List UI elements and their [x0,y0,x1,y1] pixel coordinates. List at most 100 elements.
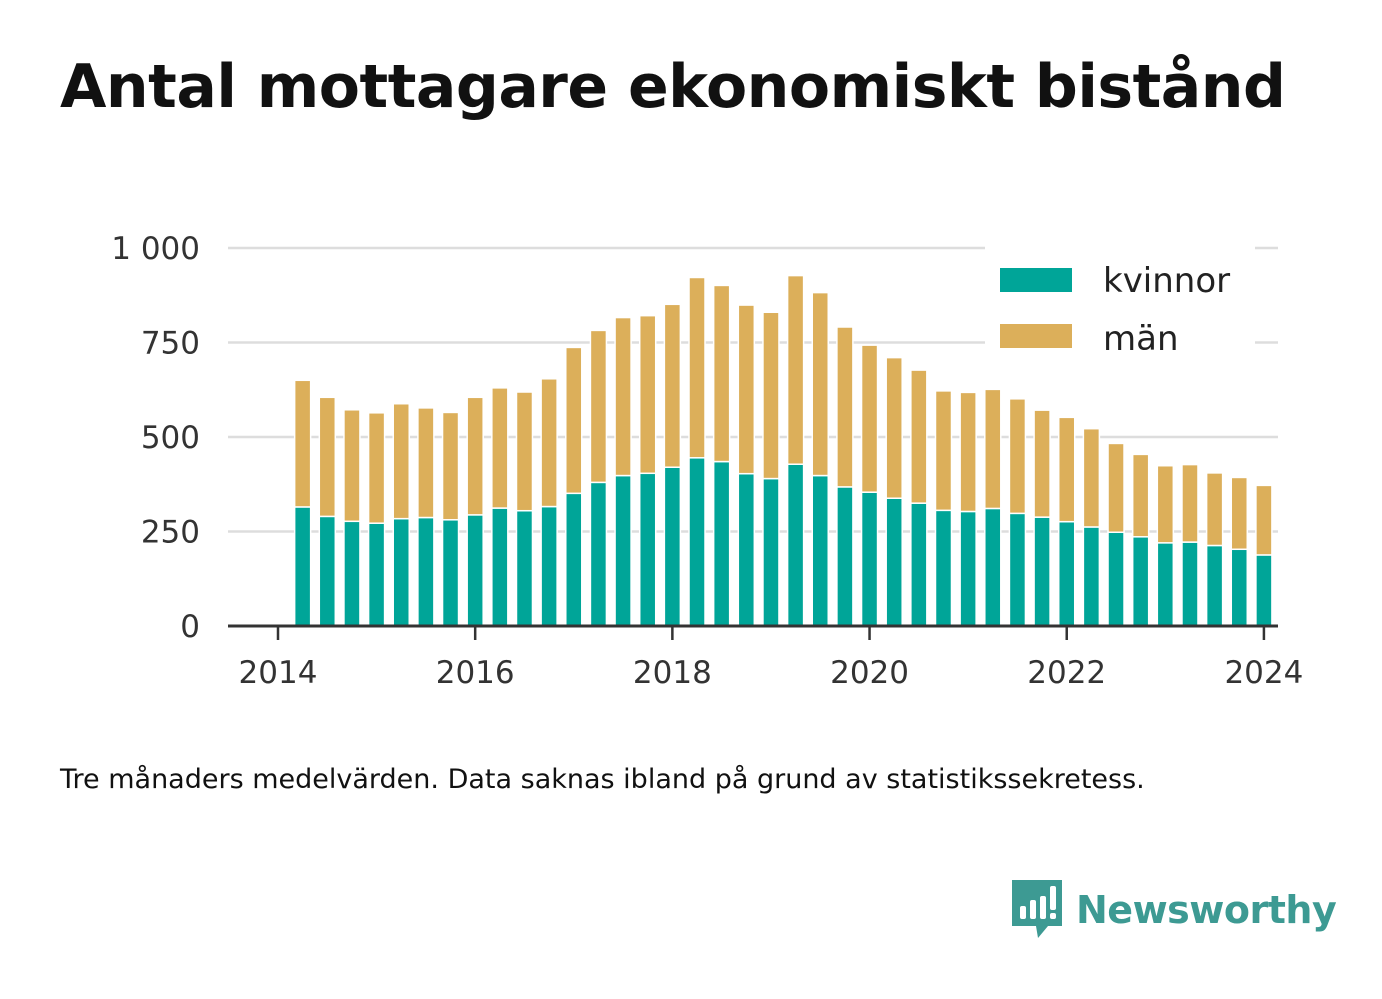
bar-kvinnor [1107,531,1125,627]
x-tick-label: 2024 [1224,655,1303,691]
bar-kvinnor [663,466,682,627]
bar-kvinnor [1156,542,1175,627]
y-tick-label: 1 000 [111,231,200,267]
bar-kvinnor [614,474,632,627]
bar-man [688,276,706,459]
bar-man [367,412,386,524]
legend: kvinnor män [985,246,1255,359]
bar-kvinnor [318,515,337,627]
bar-kvinnor [786,463,805,627]
bar-man [491,387,509,509]
bar-man [1082,427,1101,528]
legend-label-man: män [1103,319,1179,359]
newsworthy-logo-icon [1012,880,1062,938]
bar-kvinnor [441,519,460,627]
bar-man [540,378,558,508]
bar-man [836,326,854,488]
bar-man [786,274,805,465]
bar-kvinnor [860,491,879,627]
bar-kvinnor [811,474,830,627]
bar-kvinnor [1255,554,1273,627]
bar-man [1131,453,1150,538]
x-tick-label: 2018 [633,655,712,691]
legend-swatch-man [1000,324,1072,348]
bar-kvinnor [1008,512,1027,627]
bar-man [1230,476,1249,551]
y-tick-label: 250 [141,515,200,551]
bar-kvinnor [343,520,361,627]
bar-man [466,396,484,516]
bar-man [638,314,657,475]
footnote: Tre månaders medelvärden. Data saknas ib… [60,764,1145,795]
bar-kvinnor [515,509,534,627]
bar-man [293,379,312,508]
chart-title: Antal mottagare ekonomiskt bistånd [60,52,1286,122]
bar-man [589,329,608,484]
bar-man [885,356,903,499]
bar-man [984,388,1002,510]
bar-man [1255,484,1273,556]
bar-man [343,409,361,523]
bar-man [959,391,977,513]
bar-man [663,303,682,468]
bar-kvinnor [959,510,977,627]
bar-man [392,402,410,520]
bar-man [1008,398,1027,515]
bar-man [1156,464,1175,544]
brand-name: Newsworthy [1076,888,1337,932]
bar-man [441,411,460,521]
bar-kvinnor [1205,544,1224,627]
bar-kvinnor [638,472,657,627]
bar-kvinnor [1131,536,1150,627]
x-tick-label: 2022 [1027,655,1106,691]
bar-man [1205,472,1224,547]
bar-man [614,316,632,477]
y-tick-label: 0 [180,609,200,645]
bar-kvinnor [1082,526,1101,627]
bar-kvinnor [293,506,312,627]
bar-kvinnor [589,481,608,627]
bar-kvinnor [1181,541,1199,627]
legend-label-kvinnor: kvinnor [1103,261,1230,301]
bar-man [1181,463,1199,543]
bar-man [515,391,534,512]
bar-kvinnor [934,509,953,627]
x-tick-label: 2020 [830,655,909,691]
bar-man [811,291,830,477]
bar-man [712,284,731,463]
bar-man [417,407,435,519]
x-axis: 2014 2016 2018 2020 2022 2024 [228,624,1303,691]
bar-kvinnor [885,497,903,627]
bar-kvinnor [1057,520,1076,627]
bar-kvinnor [762,477,780,627]
bar-kvinnor [984,507,1002,627]
bar-man [318,396,337,518]
x-tick-label: 2014 [239,655,318,691]
bar-kvinnor [466,514,484,627]
bar-kvinnor [491,507,509,627]
bar-kvinnor [712,460,731,627]
y-axis-ticks: 0 250 500 750 1 000 [111,231,200,645]
bar-kvinnor [1033,516,1051,627]
bar-kvinnor [417,516,435,627]
bar-kvinnor [1230,548,1249,627]
bar-man [565,346,583,495]
bar-man [910,369,928,504]
bar-kvinnor [565,492,583,627]
bar-kvinnor [540,505,558,627]
bar-man [1033,409,1051,518]
bar-man [934,390,953,512]
bar-kvinnor [688,457,706,627]
bar-kvinnor [737,472,756,627]
x-tick-label: 2016 [436,655,515,691]
y-tick-label: 750 [141,326,200,362]
bar-kvinnor [392,517,410,627]
bar-man [1107,442,1125,534]
y-tick-label: 500 [141,420,200,456]
bar-kvinnor [836,486,854,627]
bar-man [737,304,756,475]
brand-logo: Newsworthy [1010,878,1337,942]
legend-swatch-kvinnor [1000,268,1072,292]
bar-man [762,311,780,480]
